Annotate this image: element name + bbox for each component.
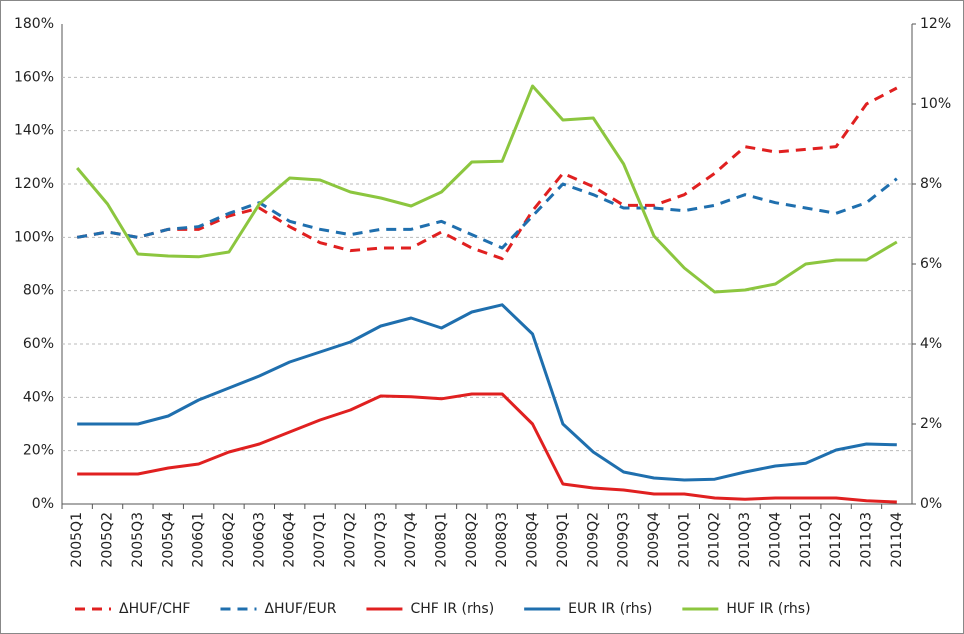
x-tick-label: 2007Q1 bbox=[312, 512, 328, 568]
y-tick-label: 160% bbox=[14, 69, 54, 85]
x-tick-label: 2010Q2 bbox=[707, 512, 723, 568]
legend-label: ΔHUF/CHF bbox=[119, 601, 190, 617]
x-tick-label: 2005Q1 bbox=[69, 512, 85, 568]
legend-label: CHF IR (rhs) bbox=[410, 601, 494, 617]
x-tick-label: 2006Q1 bbox=[191, 512, 207, 568]
x-tick-label: 2008Q1 bbox=[433, 512, 449, 568]
y2-tick-label: 4% bbox=[920, 336, 942, 352]
series-line bbox=[77, 303, 897, 482]
x-tick-label: 2009Q1 bbox=[555, 512, 571, 568]
y2-tick-label: 2% bbox=[920, 416, 942, 432]
x-tick-label: 2008Q4 bbox=[525, 512, 541, 568]
x-tick-label: 2009Q3 bbox=[616, 512, 632, 568]
y-tick-label: 0% bbox=[32, 496, 54, 512]
y-tick-label: 180% bbox=[14, 16, 54, 32]
legend-label: HUF IR (rhs) bbox=[726, 601, 810, 617]
y-tick-label: 80% bbox=[23, 283, 54, 299]
series-line bbox=[77, 392, 897, 504]
y-tick-label: 60% bbox=[23, 336, 54, 352]
y2-tick-label: 0% bbox=[920, 496, 942, 512]
x-tick-label: 2010Q1 bbox=[676, 512, 692, 568]
x-tick-label: 2011Q3 bbox=[858, 512, 874, 568]
x-tick-label: 2010Q4 bbox=[767, 512, 783, 568]
series-line bbox=[76, 177, 898, 250]
series-line bbox=[76, 86, 898, 261]
x-tick-label: 2006Q2 bbox=[221, 512, 237, 568]
y2-tick-label: 12% bbox=[920, 16, 951, 32]
x-tick-label: 2009Q4 bbox=[646, 512, 662, 568]
x-tick-label: 2006Q4 bbox=[282, 512, 298, 568]
x-tick-label: 2005Q2 bbox=[100, 512, 116, 568]
x-tick-label: 2007Q3 bbox=[373, 512, 389, 568]
y2-tick-label: 10% bbox=[920, 96, 951, 112]
y2-tick-label: 6% bbox=[920, 256, 942, 272]
x-tick-label: 2011Q4 bbox=[889, 512, 905, 568]
x-tick-label: 2007Q4 bbox=[403, 512, 419, 568]
x-tick-label: 2008Q3 bbox=[494, 512, 510, 568]
legend-label: EUR IR (rhs) bbox=[568, 601, 652, 617]
x-tick-label: 2007Q2 bbox=[342, 512, 358, 568]
y-tick-label: 20% bbox=[23, 443, 54, 459]
y-tick-label: 120% bbox=[14, 176, 54, 192]
x-tick-label: 2005Q4 bbox=[160, 512, 176, 568]
x-tick-label: 2008Q2 bbox=[464, 512, 480, 568]
y-tick-label: 140% bbox=[14, 123, 54, 139]
x-tick-label: 2010Q3 bbox=[737, 512, 753, 568]
y-tick-label: 100% bbox=[14, 229, 54, 245]
x-tick-label: 2011Q2 bbox=[828, 512, 844, 568]
y-tick-label: 40% bbox=[23, 389, 54, 405]
series-line bbox=[76, 84, 898, 294]
legend-label: ΔHUF/EUR bbox=[264, 601, 336, 617]
x-tick-label: 2011Q1 bbox=[798, 512, 814, 568]
x-tick-label: 2006Q3 bbox=[251, 512, 267, 568]
x-tick-label: 2005Q3 bbox=[130, 512, 146, 568]
y2-tick-label: 8% bbox=[920, 176, 942, 192]
x-tick-label: 2009Q2 bbox=[585, 512, 601, 568]
